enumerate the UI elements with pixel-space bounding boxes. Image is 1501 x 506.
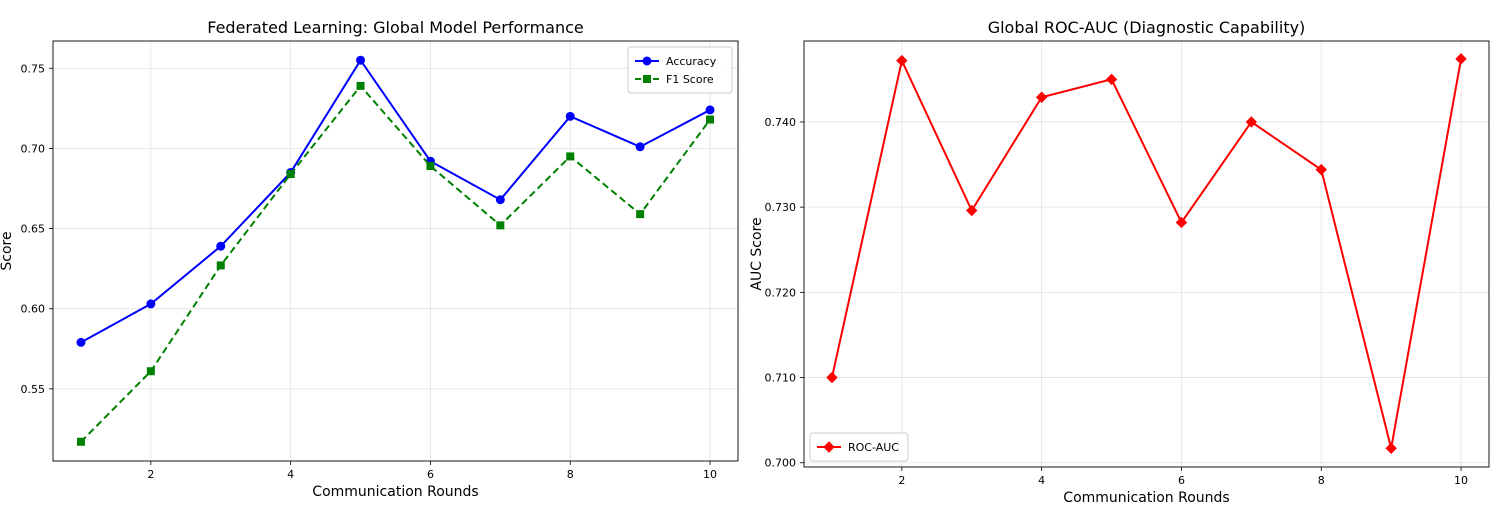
data-point — [1035, 91, 1048, 103]
y-tick-label: 0.720 — [765, 286, 797, 299]
data-point — [76, 437, 85, 446]
data-point — [216, 241, 226, 251]
x-tick-label: 8 — [567, 468, 574, 481]
data-point — [706, 115, 715, 124]
x-tick-label: 10 — [1454, 474, 1468, 487]
data-point — [356, 55, 366, 65]
data-point — [635, 142, 645, 152]
y-tick-label: 0.75 — [21, 62, 46, 75]
plot-frame — [52, 40, 739, 462]
plot-frame — [803, 40, 1490, 468]
data-point — [1175, 216, 1188, 229]
data-point — [496, 221, 505, 230]
series-line-accuracy — [80, 58, 711, 344]
legend-box — [627, 46, 733, 94]
x-tick-label: 6 — [427, 468, 434, 481]
x-axis-label: Communication Rounds — [1063, 490, 1229, 506]
data-point — [1385, 442, 1397, 454]
data-point — [426, 162, 435, 171]
series-line-f1-score — [80, 84, 711, 443]
chart-title: Federated Learning: Global Model Perform… — [207, 18, 584, 37]
y-tick-label: 0.730 — [765, 201, 797, 214]
data-point — [1105, 73, 1118, 86]
data-point — [356, 81, 365, 90]
data-point — [705, 105, 715, 115]
legend-label: ROC-AUC — [848, 441, 899, 454]
data-point — [566, 152, 575, 161]
data-point — [216, 261, 225, 270]
x-tick-label: 8 — [1318, 474, 1325, 487]
data-point — [146, 299, 156, 309]
legend-marker — [823, 441, 835, 453]
data-point — [896, 54, 908, 67]
data-point — [286, 170, 295, 179]
y-tick-label: 0.700 — [765, 457, 797, 470]
x-tick-label: 2 — [898, 474, 905, 487]
legend-box — [809, 432, 909, 462]
data-point — [966, 204, 978, 217]
series-line-roc-auc — [830, 57, 1463, 449]
data-point — [1315, 163, 1327, 176]
y-tick-label: 0.740 — [765, 116, 797, 129]
chart-2: 2 4 6 8 10 0.700 0.710 0.720 0.730 0.740 Global RO… — [749, 18, 1490, 506]
legend-label: Accuracy — [666, 55, 717, 68]
y-tick-label: 0.65 — [21, 223, 46, 236]
y-tick-label: 0.70 — [21, 142, 46, 155]
data-point — [826, 371, 838, 384]
x-tick-label: 2 — [147, 468, 154, 481]
x-tick-label: 4 — [287, 468, 294, 481]
data-point — [565, 111, 575, 121]
x-tick-label: 6 — [1178, 474, 1185, 487]
y-tick-label: 0.55 — [21, 383, 46, 396]
x-axis-label: Communication Rounds — [312, 484, 478, 500]
legend: Accuracy F1 Score — [627, 46, 733, 94]
x-tick-label: 10 — [703, 468, 717, 481]
data-point — [636, 210, 645, 219]
legend-marker — [642, 56, 652, 66]
y-tick-label: 0.60 — [21, 303, 46, 316]
data-point — [76, 337, 86, 347]
data-point — [146, 367, 155, 376]
chart-title: Global ROC-AUC (Diagnostic Capability) — [988, 18, 1306, 37]
data-point — [495, 195, 505, 205]
y-axis-label: AUC Score — [749, 217, 765, 290]
data-point — [1245, 116, 1258, 128]
y-axis-label: Score — [0, 231, 15, 270]
x-tick-label: 4 — [1038, 474, 1045, 487]
y-tick-label: 0.710 — [765, 372, 797, 385]
legend: ROC-AUC — [809, 432, 909, 462]
chart-1: 2 4 6 8 10 0.55 0.60 0.65 0.70 0.75 Federated Lear… — [0, 18, 739, 500]
legend-marker — [643, 75, 651, 83]
legend-label: F1 Score — [666, 73, 714, 86]
data-point — [1455, 53, 1467, 65]
